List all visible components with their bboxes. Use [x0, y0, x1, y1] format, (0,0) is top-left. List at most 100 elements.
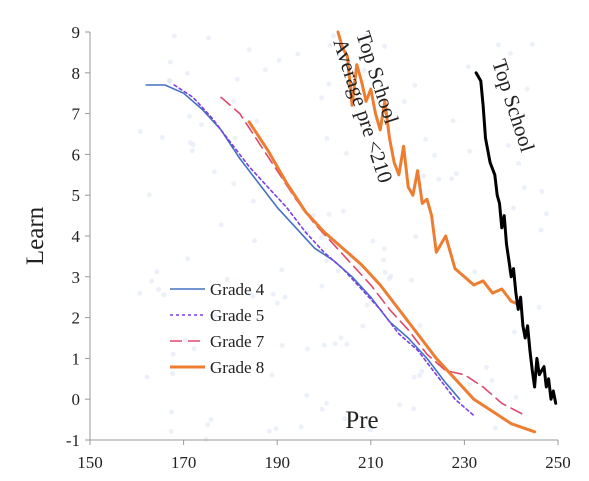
- scatter-point: [146, 192, 152, 198]
- scatter-point: [388, 273, 394, 279]
- scatter-point: [186, 113, 192, 119]
- scatter-point: [397, 402, 403, 408]
- scatter-point: [149, 278, 155, 284]
- scatter-point: [270, 291, 276, 297]
- scatter-point: [364, 302, 370, 308]
- scatter-point: [367, 427, 373, 433]
- scatter-point: [544, 211, 550, 217]
- scatter-point: [171, 33, 177, 39]
- scatter-point: [245, 340, 251, 346]
- scatter-point: [319, 406, 325, 412]
- series-line-6: [474, 71, 558, 405]
- scatter-point: [489, 378, 495, 384]
- scatter-point: [342, 416, 348, 422]
- scatter-point: [382, 43, 388, 49]
- scatter-point: [344, 341, 350, 347]
- scatter-point: [450, 118, 456, 124]
- y-axis-label: Learn: [22, 206, 49, 265]
- y-tick-label: 6: [72, 145, 81, 164]
- scatter-point: [338, 335, 344, 341]
- scatter-point: [182, 337, 188, 343]
- scatter-point: [184, 70, 190, 76]
- series-lines: [145, 30, 558, 434]
- scatter-point: [386, 276, 392, 282]
- series-line-2: [173, 84, 475, 417]
- y-tick-label: 3: [72, 268, 81, 287]
- scatter-point: [187, 140, 193, 146]
- scatter-point: [322, 342, 328, 348]
- legend: Grade 4 Grade 5 Grade 7 Grade 8: [170, 280, 265, 377]
- scatter-point: [154, 269, 160, 275]
- scatter-point: [423, 136, 429, 142]
- legend-label: Grade 5: [210, 306, 264, 325]
- x-tick-label: 190: [264, 453, 290, 472]
- scatter-point: [274, 300, 280, 306]
- scatter-point: [254, 118, 260, 124]
- scatter-point: [417, 322, 423, 328]
- scatter-point: [382, 269, 388, 275]
- scatter-point: [538, 227, 544, 233]
- y-tick-label: -1: [66, 431, 80, 450]
- scatter-point: [465, 64, 471, 70]
- scatter-point: [326, 81, 332, 87]
- y-tick-label: 2: [72, 309, 81, 328]
- scatter-point: [495, 42, 501, 48]
- scatter-point: [363, 33, 369, 39]
- scatter-point: [453, 171, 459, 177]
- y-tick-label: 4: [72, 227, 81, 246]
- scatter-point: [252, 238, 258, 244]
- scatter-point: [212, 313, 218, 319]
- scatter-point: [411, 406, 417, 412]
- legend-label: Grade 4: [210, 280, 265, 299]
- scatter-point: [432, 152, 438, 158]
- x-tick-label: 150: [77, 453, 103, 472]
- scatter-point: [323, 400, 329, 406]
- scatter-point: [170, 351, 176, 357]
- scatter-point: [335, 268, 341, 274]
- scatter-point: [185, 256, 191, 262]
- y-tick-label: 8: [72, 64, 81, 83]
- scatter-point: [231, 98, 237, 104]
- scatter-point: [521, 184, 527, 190]
- scatter-point: [250, 293, 256, 299]
- legend-label: Grade 8: [210, 358, 264, 377]
- scatter-point: [205, 422, 211, 428]
- scatter-point: [168, 428, 174, 434]
- scatter-point: [167, 78, 173, 84]
- scatter-point: [419, 368, 425, 374]
- scatter-point: [161, 292, 167, 298]
- scatter-point: [483, 364, 489, 370]
- legend-label: Grade 7: [210, 332, 265, 351]
- scatter-point: [167, 59, 173, 65]
- y-tick-label: 5: [72, 186, 81, 205]
- scatter-point: [536, 304, 542, 310]
- series-line-3: [220, 96, 527, 417]
- scatter-point: [262, 67, 268, 73]
- scatter-point: [137, 128, 143, 134]
- scatter-point: [137, 290, 143, 296]
- scatter-point: [417, 373, 423, 379]
- y-tick-label: 7: [72, 105, 81, 124]
- scatter-point: [231, 316, 237, 322]
- scatter-point: [279, 267, 285, 273]
- scatter-point: [208, 417, 214, 423]
- scatter-point: [224, 276, 230, 282]
- scatter-point: [516, 160, 522, 166]
- scatter-point: [169, 409, 175, 415]
- scatter-point: [170, 370, 176, 376]
- x-tick-label: 210: [358, 453, 384, 472]
- scatter-point: [206, 35, 212, 41]
- scatter-point: [326, 211, 332, 217]
- scatter-point: [330, 33, 336, 39]
- series-line-4: [247, 120, 537, 434]
- scatter-point: [413, 233, 419, 239]
- scatter-point: [269, 372, 275, 378]
- background-scatter: [137, 33, 550, 443]
- scatter-point: [304, 393, 310, 399]
- scatter-point: [298, 424, 304, 430]
- scatter-point: [332, 341, 338, 347]
- scatter-point: [381, 246, 387, 252]
- scatter-point: [231, 181, 237, 187]
- scatter-point: [356, 265, 362, 271]
